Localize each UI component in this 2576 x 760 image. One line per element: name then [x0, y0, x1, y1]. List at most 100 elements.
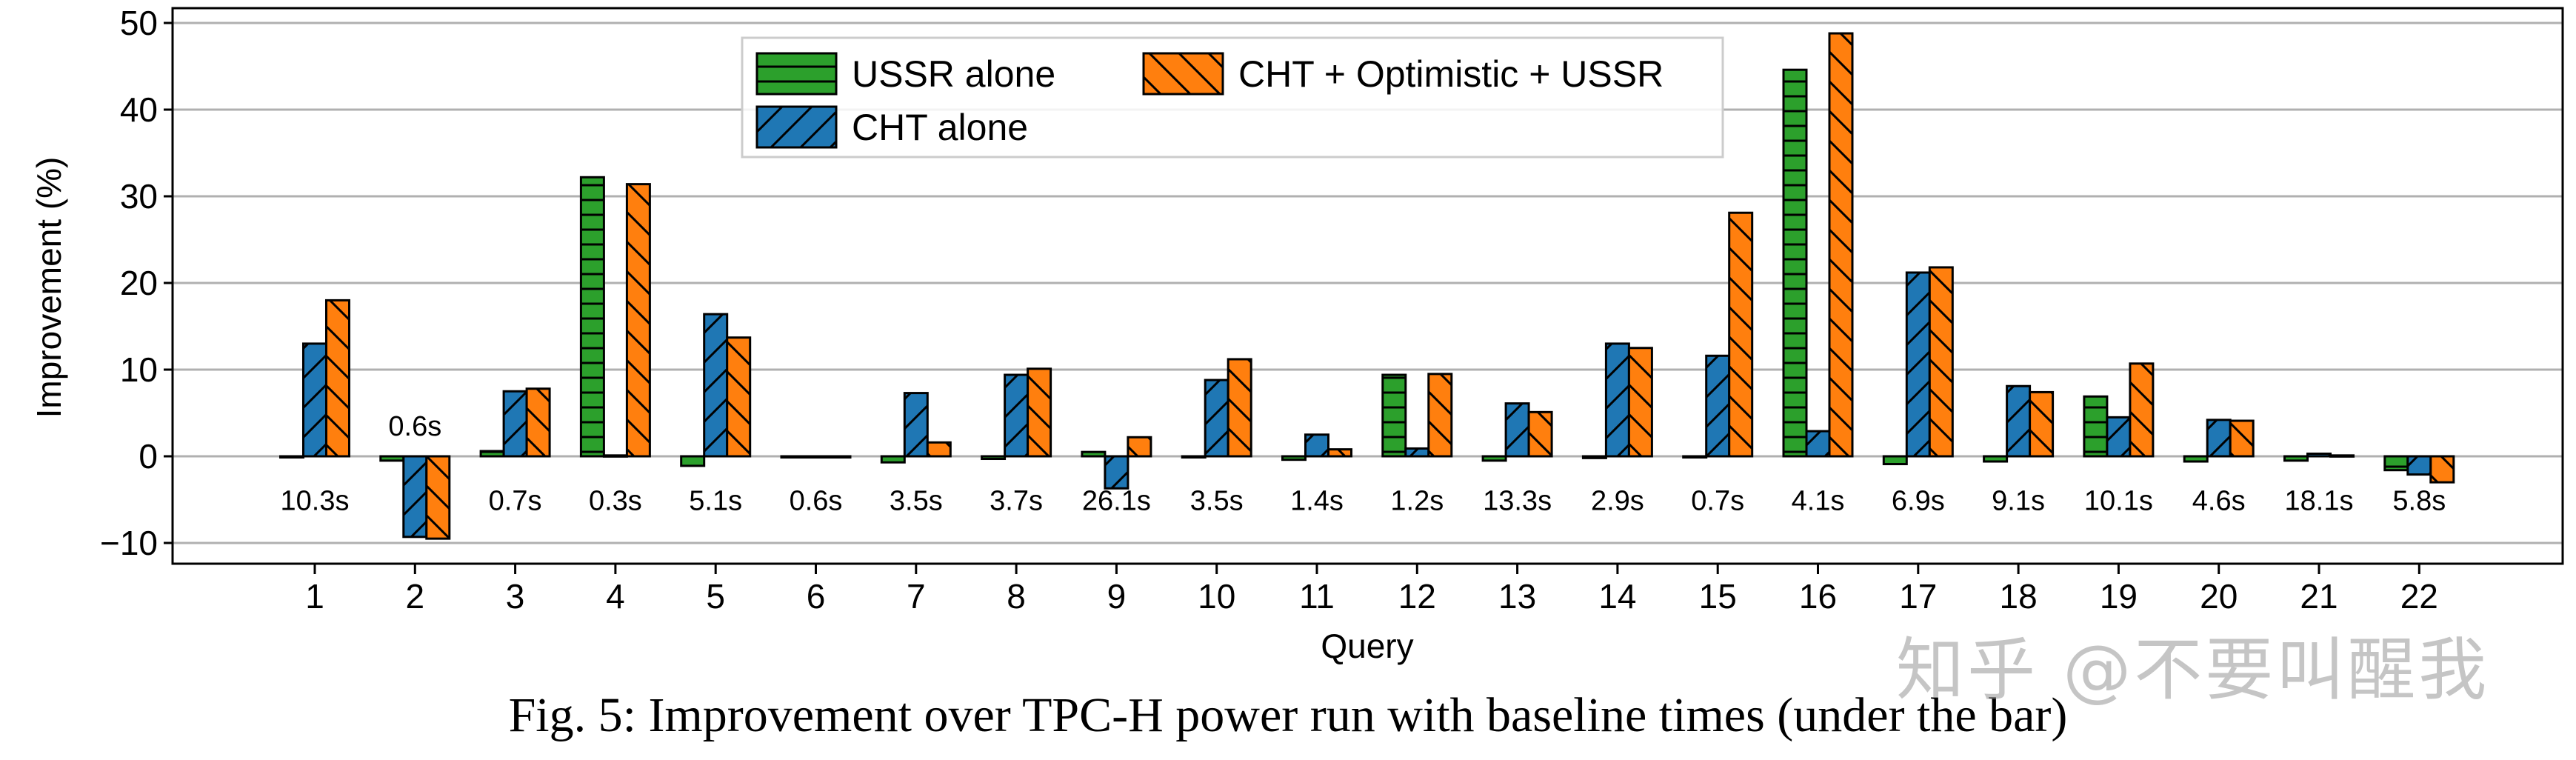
bar-ussr-alone-q15 [1682, 455, 1708, 459]
watermark: 知乎 @不要叫醒我 [1896, 630, 2490, 710]
bar-ussr-alone-q18 [1983, 455, 2009, 463]
bar-ussr-alone-q12 [1381, 373, 1407, 458]
legend-swatch-back-diagonal-icon [1142, 52, 1224, 96]
bar-cht-alone-q12 [1404, 447, 1430, 458]
x-tick-label: 3 [506, 577, 525, 616]
bar-cht-alone-q20 [2206, 419, 2232, 458]
bar-ussr-alone-q10 [1181, 455, 1207, 459]
x-axis: 1 2 3 4 5 6 7 8 9 10 11 12 13 14 15 16 17 18 19 20 21 22 [305, 564, 2438, 616]
bar-cht-optimistic-ussr-q4 [625, 183, 651, 458]
bar-ussr-alone-q3 [479, 450, 505, 458]
bar-cht-optimistic-ussr-q6 [826, 455, 852, 459]
baseline-time-label: 1.4s [1290, 486, 1344, 517]
x-tick-label: 15 [1699, 577, 1737, 616]
x-tick-label: 4 [606, 577, 625, 616]
x-tick-label: 17 [1899, 577, 1937, 616]
bar-ussr-alone-q1 [279, 455, 304, 459]
bar-cht-alone-q17 [1905, 271, 1931, 458]
bar-ussr-alone-q21 [2283, 455, 2309, 462]
bar-cht-alone-q15 [1705, 354, 1731, 458]
plot-frame [171, 7, 2564, 565]
bar-cht-optimistic-ussr-q15 [1728, 211, 1754, 458]
bar-cht-alone-q9 [1104, 455, 1129, 490]
y-axis-label: Improvement (%) [30, 157, 68, 419]
bar-cht-alone-q14 [1604, 342, 1630, 458]
bar-cht-alone-q13 [1504, 402, 1530, 458]
y-tick-label: 10 [120, 350, 158, 389]
bar-ussr-alone-q4 [579, 176, 605, 458]
baseline-time-labels: 10.3s 0.6s 0.7s 0.3s 5.1s 0.6s 3.5s 3.7s 26.1s 3.… [281, 411, 2446, 517]
bar-cht-optimistic-ussr-q17 [1928, 266, 1954, 458]
bar-ussr-alone-q20 [2183, 455, 2209, 463]
bar-cht-optimistic-ussr-q7 [926, 441, 952, 458]
bar-cht-optimistic-ussr-q3 [525, 387, 551, 458]
bar-cht-optimistic-ussr-q12 [1427, 373, 1453, 458]
bar-cht-alone-q10 [1204, 379, 1229, 458]
x-tick-label: 22 [2400, 577, 2438, 616]
baseline-time-label: 3.7s [990, 486, 1043, 517]
baseline-time-label: 2.9s [1591, 486, 1644, 517]
x-axis-label: Query [1321, 627, 1413, 665]
bar-ussr-alone-q19 [2083, 395, 2109, 458]
bar-cht-optimistic-ussr-q14 [1627, 347, 1653, 458]
y-tick-label: 40 [120, 90, 158, 129]
bar-cht-alone-q11 [1304, 433, 1329, 458]
bar-cht-alone-q6 [803, 455, 829, 459]
bar-cht-alone-q8 [1004, 373, 1030, 458]
legend-label: CHT + Optimistic + USSR [1238, 53, 1664, 95]
x-tick-label: 9 [1107, 577, 1127, 616]
legend-label: CHT alone [852, 107, 1028, 148]
x-tick-label: 13 [1498, 577, 1536, 616]
legend-label: USSR alone [852, 53, 1055, 95]
x-tick-label: 14 [1598, 577, 1636, 616]
legend-swatch-horizontal-icon [755, 52, 838, 96]
y-tick-label: 20 [120, 264, 158, 302]
baseline-time-label: 0.7s [1691, 486, 1744, 517]
bar-cht-alone-q21 [2306, 452, 2332, 458]
bar-cht-alone-q18 [2006, 384, 2032, 458]
baseline-time-label: 0.6s [790, 486, 843, 517]
baseline-time-label: 0.7s [489, 486, 542, 517]
baseline-time-label: 3.5s [890, 486, 943, 517]
bar-cht-optimistic-ussr-q8 [1027, 367, 1052, 458]
bar-chart: 10.3s 0.6s 0.7s 0.3s 5.1s 0.6s 3.5s 3.7s 26.1s 3.… [30, 4, 2564, 665]
x-tick-label: 8 [1007, 577, 1026, 616]
bar-cht-optimistic-ussr-q1 [325, 299, 350, 458]
bar-ussr-alone-q14 [1581, 455, 1607, 459]
bar-ussr-alone-q6 [780, 455, 806, 459]
bar-ussr-alone-q7 [880, 455, 906, 464]
bar-ussr-alone-q5 [680, 455, 706, 467]
x-tick-label: 1 [305, 577, 324, 616]
bar-cht-alone-q2 [402, 455, 428, 539]
bar-ussr-alone-q2 [379, 455, 405, 462]
legend-box [741, 36, 1724, 159]
bar-cht-optimistic-ussr-q2 [425, 455, 451, 540]
bar-ussr-alone-q11 [1281, 455, 1307, 461]
baseline-time-label: 0.6s [388, 411, 441, 442]
x-tick-label: 21 [2300, 577, 2338, 616]
y-axis: −10 0 10 20 30 40 50 [100, 4, 173, 562]
bar-cht-optimistic-ussr-q5 [726, 336, 752, 458]
bar-cht-alone-q1 [302, 342, 327, 458]
baseline-time-label: 9.1s [1992, 486, 2045, 517]
bar-cht-optimistic-ussr-q16 [1828, 32, 1854, 458]
bar-cht-optimistic-ussr-q19 [2129, 362, 2155, 458]
x-tick-label: 16 [1799, 577, 1837, 616]
baseline-time-label: 5.1s [689, 486, 742, 517]
x-tick-label: 5 [706, 577, 725, 616]
baseline-time-label: 10.3s [281, 486, 350, 517]
baseline-time-label: 6.9s [1892, 486, 1945, 517]
x-tick-label: 20 [2200, 577, 2238, 616]
bar-ussr-alone-q9 [1081, 450, 1107, 458]
x-tick-label: 12 [1398, 577, 1436, 616]
y-tick-label: 0 [139, 437, 158, 476]
bar-cht-alone-q5 [703, 313, 729, 458]
baseline-time-label: 10.1s [2084, 486, 2153, 517]
bar-cht-optimistic-ussr-q21 [2329, 454, 2355, 458]
baseline-time-label: 5.8s [2392, 486, 2446, 517]
baseline-time-label: 0.3s [589, 486, 642, 517]
y-tick-label: 30 [120, 177, 158, 216]
baseline-time-label: 1.2s [1390, 486, 1444, 517]
bar-cht-optimistic-ussr-q18 [2029, 390, 2055, 458]
x-tick-label: 18 [2000, 577, 2038, 616]
